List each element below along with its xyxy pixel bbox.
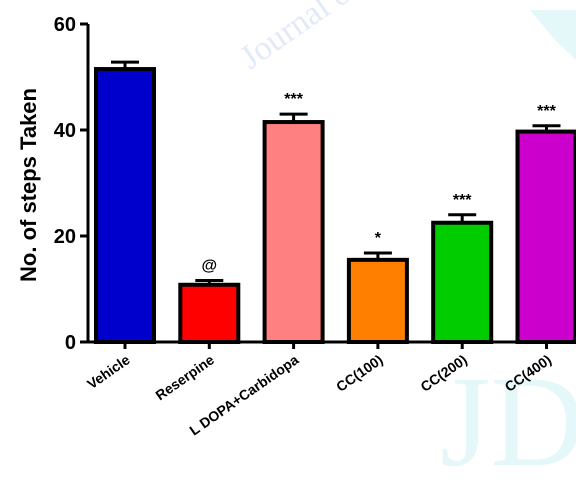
bars: @**********	[94, 60, 576, 345]
bar	[515, 129, 576, 344]
bar	[178, 282, 241, 345]
significance-label: ***	[537, 103, 556, 120]
y-tick-label: 60	[54, 14, 76, 36]
bar	[94, 67, 156, 345]
significance-label: @	[201, 258, 217, 275]
significance-label: ***	[453, 192, 472, 209]
y-axis: 0 20 40 60	[54, 14, 90, 354]
y-tick-label: 0	[65, 332, 76, 354]
y-axis-label: No. of steps Taken	[16, 88, 41, 282]
significance-label: ***	[284, 91, 303, 108]
bar	[431, 220, 494, 344]
y-tick-label: 40	[54, 120, 76, 142]
x-tick-label: CC(100)	[333, 351, 386, 394]
watermark-arc-text: Journal of	[233, 0, 367, 77]
significance-label: *	[375, 230, 382, 247]
bar	[346, 257, 409, 345]
watermark-shape	[530, 10, 576, 60]
x-tick-label: Vehicle	[84, 351, 133, 392]
watermark-big-text: JD	[440, 350, 576, 482]
bar	[262, 120, 325, 344]
y-tick-label: 20	[54, 226, 76, 248]
x-tick-label: Reserpine	[152, 351, 217, 403]
